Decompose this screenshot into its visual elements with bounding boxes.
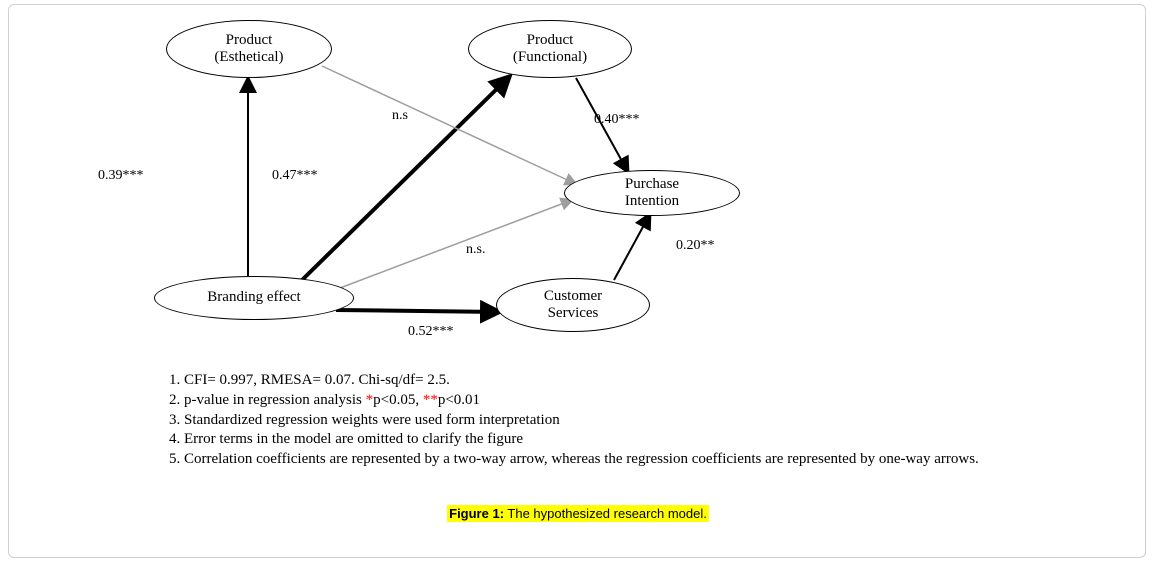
node-purchase-intention: PurchaseIntention <box>564 170 740 216</box>
edge-label-branding-esthetical: 0.39*** <box>98 168 144 184</box>
node-product-esthetical: Product(Esthetical) <box>166 20 332 78</box>
edge-label-functional-purchase: 0.40*** <box>594 112 640 128</box>
figure-notes: CFI= 0.997, RMESA= 0.07. Chi-sq/df= 2.5.… <box>156 370 1076 470</box>
sig-marker: * <box>366 392 374 408</box>
note-item: Error terms in the model are omitted to … <box>184 430 1076 449</box>
edge-label-esthetical-purchase: n.s <box>392 108 408 124</box>
note-text: p<0.05, <box>373 392 423 408</box>
note-item: CFI= 0.997, RMESA= 0.07. Chi-sq/df= 2.5. <box>184 371 1076 390</box>
node-label-line: Product <box>527 32 574 49</box>
caption-text: The hypothesized research model. <box>504 506 707 521</box>
node-label-line: (Esthetical) <box>214 49 283 66</box>
caption-label: Figure 1: <box>449 506 504 521</box>
note-text: Correlation coefficients are represented… <box>184 451 979 467</box>
node-customer-services: CustomerServices <box>496 278 650 332</box>
node-label-line: (Functional) <box>513 49 587 66</box>
node-label-line: Services <box>548 305 599 322</box>
edge-label-branding-functional: 0.47*** <box>272 168 318 184</box>
node-label-line: Intention <box>625 193 679 210</box>
note-item: Standardized regression weights were use… <box>184 411 1076 430</box>
sig-marker: ** <box>423 392 438 408</box>
note-item: p-value in regression analysis *p<0.05, … <box>184 391 1076 410</box>
edge-label-branding-customer: 0.52*** <box>408 324 454 340</box>
edge-label-customer-purchase: 0.20** <box>676 238 715 254</box>
note-text: CFI= 0.997, RMESA= 0.07. Chi-sq/df= 2.5. <box>184 372 450 388</box>
note-text: Error terms in the model are omitted to … <box>184 431 523 447</box>
node-label-line: Customer <box>544 288 602 305</box>
node-label-line: Branding effect <box>207 289 300 306</box>
node-label-line: Product <box>226 32 273 49</box>
note-text: Standardized regression weights were use… <box>184 412 560 428</box>
note-item: Correlation coefficients are represented… <box>184 450 1076 469</box>
figure-caption: Figure 1: The hypothesized research mode… <box>0 506 1156 521</box>
node-label-line: Purchase <box>625 176 679 193</box>
note-text: p<0.01 <box>438 392 480 408</box>
node-branding-effect: Branding effect <box>154 276 354 320</box>
node-product-functional: Product(Functional) <box>468 20 632 78</box>
note-text: p-value in regression analysis <box>184 392 366 408</box>
edge-label-branding-purchase: n.s. <box>466 242 485 258</box>
